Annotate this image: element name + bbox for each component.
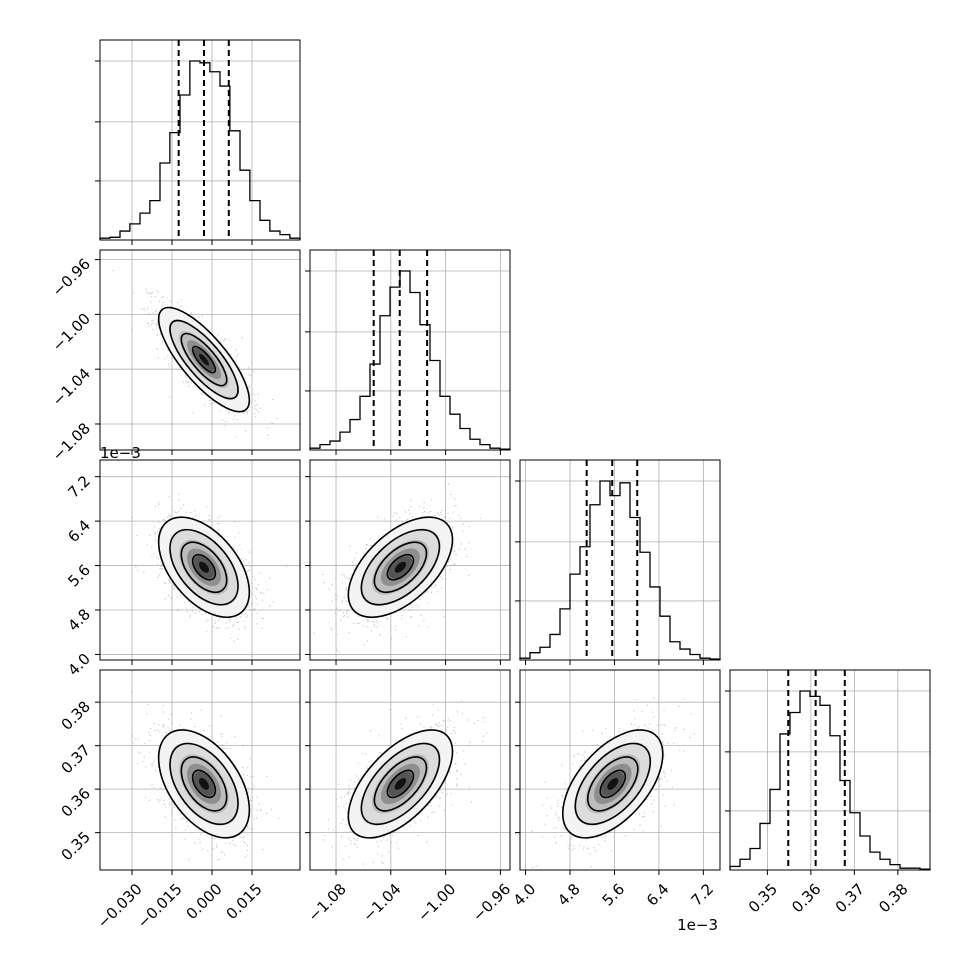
contours — [157, 729, 251, 839]
panel-frame — [99, 249, 301, 451]
y-tick-label: 0.37 — [58, 741, 94, 777]
histogram-panel-1 — [305, 249, 511, 455]
contours — [157, 306, 251, 413]
x-tick-label: 0.38 — [875, 880, 911, 916]
density-level-5 — [607, 777, 619, 790]
contour-0 — [386, 769, 415, 799]
contour-3 — [157, 516, 251, 619]
contour-2 — [360, 742, 441, 826]
y-tick-label: 4.0 — [64, 650, 94, 680]
contour-3 — [347, 516, 454, 619]
histogram-panel-3 — [725, 669, 931, 875]
contour-2 — [169, 528, 239, 606]
y-tick-label: 6.4 — [64, 516, 94, 546]
contour-3 — [347, 729, 454, 839]
scatter-panel-2-0 — [95, 459, 301, 665]
density-shading — [562, 729, 663, 838]
y-tick-label: 7.2 — [64, 472, 94, 502]
contour-3 — [157, 729, 251, 839]
x-tick-label: −1.00 — [414, 880, 459, 925]
density-level-5 — [199, 353, 209, 366]
contours — [347, 516, 454, 619]
x-tick-label: −1.08 — [305, 880, 350, 925]
histogram-panel-2 — [515, 459, 721, 665]
histogram-step-0 — [99, 60, 301, 240]
scatter-panel-2-1 — [305, 459, 511, 665]
contour-0 — [191, 769, 217, 799]
contour-3 — [157, 306, 251, 413]
contour-2 — [169, 742, 239, 826]
contours — [347, 729, 454, 839]
scatter-panel-3-1 — [305, 669, 511, 875]
density-level-5 — [199, 561, 209, 573]
panel-frame — [99, 459, 301, 661]
histogram-step-1 — [309, 270, 511, 450]
contour-1 — [180, 541, 228, 594]
scatter-panel-3-2 — [515, 669, 721, 875]
contour-0 — [599, 769, 627, 799]
contour-2 — [360, 528, 441, 606]
contours — [561, 729, 664, 839]
panel-frame — [519, 669, 721, 871]
panel-frame — [519, 459, 721, 661]
density-shading — [348, 729, 453, 838]
x-tick-label: 6.4 — [643, 880, 673, 910]
x-tick-label: 7.2 — [687, 880, 717, 910]
contour-1 — [180, 332, 228, 387]
density-shading — [348, 517, 453, 618]
contour-3 — [561, 729, 664, 839]
scatter-panel-3-0 — [95, 669, 301, 875]
y-tick-label: −1.00 — [49, 310, 94, 355]
contour-1 — [373, 541, 428, 594]
density-shading — [158, 517, 250, 618]
contour-0 — [386, 553, 415, 581]
x-tick-label: −1.04 — [359, 880, 404, 925]
scatter-panel-1-0 — [95, 249, 301, 455]
density-level-5 — [394, 777, 407, 790]
panel-frame — [729, 669, 931, 871]
y-offset-label: 1e−3 — [100, 444, 141, 462]
contours — [157, 516, 251, 619]
contour-1 — [373, 756, 428, 812]
density-shading — [158, 307, 250, 412]
x-offset-label: 1e−3 — [677, 916, 718, 934]
x-tick-label: −0.015 — [134, 880, 186, 932]
contour-0 — [191, 553, 217, 581]
x-tick-label: 0.35 — [745, 880, 781, 916]
y-tick-label: 5.6 — [64, 561, 94, 591]
x-tick-label: 5.6 — [599, 880, 629, 910]
y-tick-label: 0.38 — [58, 697, 94, 733]
histogram-panel-0 — [95, 39, 301, 245]
y-tick-label: −1.04 — [49, 364, 94, 409]
x-tick-label: 4.0 — [510, 880, 540, 910]
panel-frame — [309, 669, 511, 871]
contour-2 — [169, 319, 239, 400]
panel-frame — [309, 249, 511, 451]
x-tick-label: 0.000 — [183, 880, 226, 923]
panel-frame — [99, 39, 301, 241]
y-tick-label: −0.96 — [49, 255, 94, 300]
y-tick-label: 0.36 — [58, 784, 94, 820]
density-shading — [158, 729, 250, 838]
histogram-step-3 — [729, 690, 931, 870]
y-tick-label: 4.8 — [64, 605, 94, 635]
density-level-5 — [394, 561, 407, 573]
contour-0 — [191, 345, 217, 374]
x-tick-label: −0.96 — [469, 880, 514, 925]
panel-frame — [309, 459, 511, 661]
histogram-step-2 — [519, 480, 721, 660]
y-tick-label: −1.08 — [49, 419, 94, 464]
contour-2 — [574, 742, 652, 826]
x-tick-label: 0.37 — [832, 880, 868, 916]
x-tick-label: 0.015 — [223, 880, 266, 923]
panel-frame — [99, 669, 301, 871]
x-tick-label: 4.8 — [554, 880, 584, 910]
y-tick-label: 0.35 — [58, 828, 94, 864]
x-tick-label: 0.36 — [788, 880, 824, 916]
contour-1 — [586, 756, 639, 812]
contour-1 — [180, 756, 228, 812]
density-level-5 — [199, 777, 209, 790]
